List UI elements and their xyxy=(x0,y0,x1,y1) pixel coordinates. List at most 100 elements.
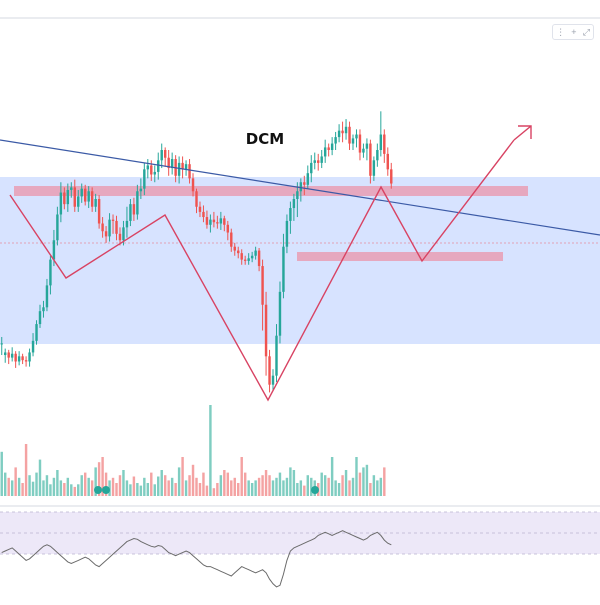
candle xyxy=(66,183,70,212)
candle-body xyxy=(250,255,254,259)
candle-body xyxy=(153,171,156,175)
candle xyxy=(7,349,10,365)
candle-body xyxy=(104,231,108,237)
candle-body xyxy=(136,191,139,215)
volume-bar xyxy=(219,475,223,496)
candle-body xyxy=(202,211,205,218)
volume-layer xyxy=(0,405,386,496)
candle xyxy=(198,201,202,218)
chart-toolbar[interactable]: ⋮ + ⤢ xyxy=(552,24,594,40)
candle-body xyxy=(306,173,310,185)
candle xyxy=(77,189,80,212)
candle-body xyxy=(28,352,31,362)
volume-bar xyxy=(351,477,355,496)
candle xyxy=(320,150,323,169)
volume-bar xyxy=(216,483,219,496)
volume-bar xyxy=(153,484,156,496)
candle xyxy=(317,153,320,171)
volume-bar xyxy=(163,475,167,496)
candle xyxy=(289,201,292,234)
candle xyxy=(216,215,219,229)
candle xyxy=(139,178,143,199)
candle-body xyxy=(383,134,386,154)
candle xyxy=(125,206,129,238)
candle xyxy=(146,159,150,179)
volume-bar xyxy=(348,480,351,496)
candle xyxy=(379,111,383,157)
candle-body xyxy=(125,220,129,228)
candle xyxy=(14,351,17,368)
volume-bar xyxy=(80,475,83,496)
candle-body xyxy=(327,147,330,150)
candle-body xyxy=(285,220,289,247)
candle-body xyxy=(90,191,94,207)
volume-bar xyxy=(212,488,216,496)
candle xyxy=(261,259,264,331)
volume-bar xyxy=(254,480,257,496)
candle xyxy=(24,356,28,367)
candle xyxy=(358,129,362,161)
candle-body xyxy=(237,250,240,254)
volume-bar xyxy=(184,480,188,496)
candle xyxy=(237,246,240,259)
candle xyxy=(31,333,35,357)
support-band xyxy=(297,252,503,261)
candle xyxy=(233,242,236,256)
volume-bar xyxy=(323,475,327,496)
candle xyxy=(275,324,278,383)
candle xyxy=(167,150,170,176)
volume-bar xyxy=(66,477,70,496)
candle-body xyxy=(101,223,104,232)
candle-body xyxy=(163,150,167,158)
candle-body xyxy=(337,130,341,138)
volume-bar xyxy=(271,480,275,496)
expand-icon[interactable]: ⤢ xyxy=(582,27,590,37)
candle-body xyxy=(243,259,247,261)
candle xyxy=(195,188,198,214)
candle-body xyxy=(369,143,372,176)
volume-bar xyxy=(240,457,243,496)
candle-body xyxy=(150,165,153,175)
volume-bar xyxy=(0,451,3,496)
candle xyxy=(348,121,351,150)
candle xyxy=(282,233,285,299)
volume-bar xyxy=(101,457,104,496)
candle-body xyxy=(10,353,14,358)
candle xyxy=(386,147,390,176)
volume-bar xyxy=(56,470,59,496)
candle xyxy=(212,211,216,228)
candle xyxy=(94,193,97,212)
candle-body xyxy=(24,360,28,362)
volume-bar xyxy=(132,476,136,496)
volume-bar xyxy=(174,483,177,496)
candle xyxy=(296,182,299,218)
candle xyxy=(292,193,296,221)
crosshair-icon[interactable]: + xyxy=(571,27,577,37)
volume-bar xyxy=(177,467,181,496)
candle xyxy=(334,131,337,150)
candle-body xyxy=(0,343,3,345)
candle-body xyxy=(386,153,390,170)
candle xyxy=(104,226,108,243)
grid-icon[interactable]: ⋮ xyxy=(556,27,566,37)
candle-body xyxy=(362,148,365,153)
resistance-band xyxy=(14,186,528,196)
candle-body xyxy=(355,134,358,139)
volume-bar xyxy=(233,477,236,496)
candle xyxy=(365,138,369,161)
candle-body xyxy=(296,191,299,199)
volume-bar xyxy=(63,483,66,496)
candle-body xyxy=(275,335,278,376)
candle-body xyxy=(111,219,115,221)
candle-body xyxy=(45,285,49,308)
candle-body xyxy=(323,147,327,157)
drawing-overlay-layer xyxy=(0,125,600,402)
volume-bar xyxy=(3,472,7,496)
volume-bar xyxy=(268,475,271,496)
volume-bar xyxy=(278,472,282,496)
candle-body xyxy=(63,192,66,205)
candle-body xyxy=(216,222,219,224)
event-marker-icon xyxy=(102,486,110,494)
